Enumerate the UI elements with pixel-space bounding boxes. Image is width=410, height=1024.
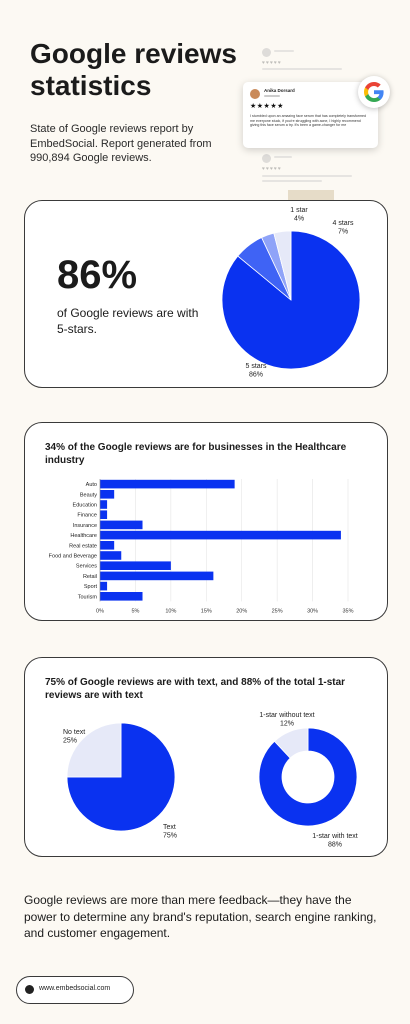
bar-healthcare bbox=[100, 530, 341, 540]
avatar bbox=[262, 48, 271, 57]
one-star-donut-slice-1-star-without-text bbox=[273, 727, 309, 759]
bar-food-and-beverage bbox=[100, 551, 122, 560]
review-text: I stumbled upon an amazing face serum th… bbox=[250, 114, 367, 128]
category-label: Real estate bbox=[69, 543, 97, 549]
text-reviews-card: 75% of Google reviews are with text, and… bbox=[24, 657, 388, 857]
x-tick-label: 15% bbox=[201, 608, 212, 614]
bar-beauty bbox=[100, 490, 115, 499]
five-star-description: of Google reviews are with 5-stars. bbox=[57, 306, 199, 336]
avatar bbox=[262, 154, 271, 163]
category-label: Retail bbox=[83, 574, 97, 580]
x-tick-label: 20% bbox=[236, 608, 247, 614]
one-star-donut-slice-1-star-with-text bbox=[258, 727, 358, 827]
category-label: Sport bbox=[84, 584, 98, 590]
label-1-star-without-text: 1-star without text 12% bbox=[259, 712, 314, 728]
stars-icon: ♥♥♥♥♥ bbox=[262, 60, 282, 66]
footer-text: Google reviews are more than mere feedba… bbox=[24, 893, 377, 940]
x-tick-label: 5% bbox=[131, 608, 139, 614]
five-star-stat-card: 86% of Google reviews are with 5-stars. … bbox=[24, 200, 388, 388]
category-label: Education bbox=[73, 503, 97, 509]
x-tick-label: 25% bbox=[272, 608, 283, 614]
category-label: Services bbox=[76, 564, 97, 570]
reviewer-name: Anika Dorsard bbox=[264, 88, 295, 93]
category-label: Insurance bbox=[73, 523, 97, 529]
label-5-stars: 5 stars 86% bbox=[245, 363, 267, 379]
bar-services bbox=[100, 561, 171, 570]
label-text: Text 75% bbox=[163, 824, 177, 840]
text-reviews-charts: No text 25% Text 75% 1-star without text 12% 1… bbox=[63, 712, 358, 849]
category-label: Beauty bbox=[80, 492, 97, 498]
review-mock-background: ♥♥♥♥♥ ♥♥♥♥♥ bbox=[260, 44, 372, 194]
text-chart-title: 75% of Google reviews are with text, and… bbox=[45, 677, 346, 701]
bar-sport bbox=[100, 581, 108, 591]
category-label: Finance bbox=[77, 513, 97, 519]
page-title: Google reviews statistics bbox=[30, 38, 237, 101]
bar-tourism bbox=[100, 592, 143, 601]
industry-bar-chart: 0% 5% 10% 15% 20% 25% 30% 35% Auto Beauty Educatio… bbox=[49, 479, 354, 614]
x-tick-label: 10% bbox=[165, 608, 176, 614]
bar-auto bbox=[100, 479, 235, 489]
x-tick-label: 35% bbox=[342, 608, 353, 614]
five-star-percent: 86% bbox=[57, 253, 138, 297]
bar-real-estate bbox=[100, 541, 115, 550]
label-1-star-with-text: 1-star with text 88% bbox=[312, 833, 358, 849]
review-photo bbox=[288, 190, 334, 202]
bar-retail bbox=[100, 571, 214, 581]
star-pie-slice-1-star bbox=[273, 230, 292, 301]
industry-bar-chart-card: 34% of the Google reviews are for busine… bbox=[24, 422, 388, 621]
category-label: Tourism bbox=[78, 594, 98, 600]
review-card: Anika Dorsard ★★★★★ I stumbled upon an a… bbox=[243, 82, 378, 148]
globe-icon bbox=[25, 985, 34, 994]
bar-finance bbox=[100, 510, 108, 519]
stars-icon: ♥♥♥♥♥ bbox=[262, 166, 282, 172]
rating-stars: ★★★★★ bbox=[250, 103, 284, 110]
category-label: Healthcare bbox=[70, 533, 97, 539]
category-label: Auto bbox=[86, 482, 97, 488]
star-pie-slice-5-stars bbox=[221, 230, 361, 370]
bar-insurance bbox=[100, 520, 143, 530]
label-no-text: No text 25% bbox=[63, 729, 85, 745]
x-tick-label: 0% bbox=[96, 608, 104, 614]
star-rating-pie-chart: 1 star 4% 4 stars 7% 5 stars 86% bbox=[221, 207, 361, 379]
x-tick-label: 30% bbox=[307, 608, 318, 614]
category-label: Food and Beverage bbox=[49, 554, 97, 560]
text-pie-slice-no-text bbox=[66, 722, 122, 778]
avatar bbox=[250, 89, 260, 99]
bar-education bbox=[100, 500, 108, 509]
google-logo-icon bbox=[358, 76, 390, 108]
label-1-star: 1 star 4% bbox=[290, 207, 308, 223]
page-subtitle: State of Google reviews report by EmbedS… bbox=[30, 123, 212, 164]
website-link[interactable]: www.embedsocial.com bbox=[16, 976, 134, 1004]
label-4-stars: 4 stars 7% bbox=[332, 220, 354, 236]
website-url[interactable]: www.embedsocial.com bbox=[39, 985, 111, 992]
bar-chart-title: 34% of the Google reviews are for busine… bbox=[45, 442, 347, 466]
